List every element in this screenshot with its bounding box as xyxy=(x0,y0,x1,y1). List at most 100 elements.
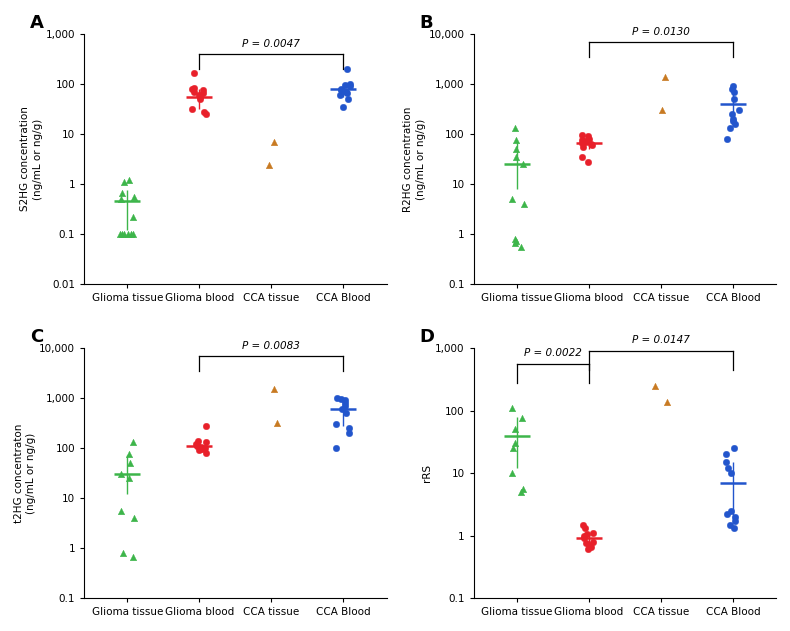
Point xyxy=(728,516,741,526)
Point xyxy=(270,418,283,428)
Point xyxy=(720,457,732,467)
Point xyxy=(727,114,739,124)
Text: P = 0.0083: P = 0.0083 xyxy=(243,341,300,351)
Point xyxy=(195,442,208,452)
Point xyxy=(343,423,356,433)
Point xyxy=(578,531,591,541)
Y-axis label: rRS: rRS xyxy=(422,464,432,482)
Point xyxy=(195,444,208,454)
Point xyxy=(510,135,522,145)
Point xyxy=(337,102,349,112)
Point xyxy=(583,540,596,550)
Point xyxy=(722,463,735,473)
Point xyxy=(579,524,592,534)
Point xyxy=(721,134,734,144)
Point xyxy=(340,87,352,97)
Point xyxy=(116,229,129,239)
Point xyxy=(200,437,213,447)
Point xyxy=(193,90,205,100)
Point xyxy=(720,449,732,459)
Point xyxy=(339,396,352,406)
Point xyxy=(732,105,745,115)
Point xyxy=(192,445,205,456)
Point xyxy=(335,85,348,95)
Text: D: D xyxy=(419,327,434,346)
Point xyxy=(576,130,589,140)
Point xyxy=(335,84,348,94)
Point xyxy=(577,519,589,529)
Point xyxy=(587,528,600,538)
Text: C: C xyxy=(30,327,43,346)
Point xyxy=(515,487,528,497)
Point xyxy=(728,524,741,534)
Point xyxy=(728,443,740,453)
Point xyxy=(115,469,127,480)
Point xyxy=(334,90,347,100)
Y-axis label: S2HG concentration
(ng/mL or ng/g): S2HG concentration (ng/mL or ng/g) xyxy=(21,107,43,211)
Point xyxy=(334,394,347,404)
Point xyxy=(509,425,521,435)
Point xyxy=(126,212,139,222)
Point xyxy=(188,83,201,93)
Point xyxy=(506,443,519,453)
Point xyxy=(123,449,136,459)
Point xyxy=(582,156,595,167)
Point xyxy=(506,194,518,204)
Point xyxy=(118,177,130,187)
Point xyxy=(724,468,737,478)
Text: P = 0.0047: P = 0.0047 xyxy=(243,39,300,49)
Point xyxy=(724,123,736,133)
Point xyxy=(127,513,140,523)
Point xyxy=(578,136,591,146)
Point xyxy=(127,229,140,239)
Text: P = 0.0130: P = 0.0130 xyxy=(632,27,690,37)
Point xyxy=(122,175,135,185)
Point xyxy=(585,139,597,150)
Point xyxy=(331,393,344,403)
Point xyxy=(186,84,199,94)
Point xyxy=(198,107,211,117)
Point xyxy=(649,380,662,391)
Point xyxy=(339,398,352,408)
Point xyxy=(125,229,137,239)
Text: B: B xyxy=(419,14,433,32)
Point xyxy=(190,441,203,451)
Y-axis label: t2HG concentraton
(ng/mL or ng/g): t2HG concentraton (ng/mL or ng/g) xyxy=(14,423,36,523)
Point xyxy=(506,468,519,478)
Point xyxy=(517,159,530,169)
Point xyxy=(576,152,589,162)
Point xyxy=(509,123,521,133)
Point xyxy=(656,105,668,115)
Point xyxy=(517,199,530,209)
Point xyxy=(186,103,198,114)
Point xyxy=(330,419,343,429)
Point xyxy=(330,443,343,453)
Point xyxy=(336,404,348,415)
Point xyxy=(726,109,739,119)
Point xyxy=(343,428,356,438)
Point xyxy=(724,505,737,516)
Point xyxy=(344,81,356,91)
Point xyxy=(115,194,127,204)
Text: P = 0.0022: P = 0.0022 xyxy=(524,348,581,358)
Point xyxy=(586,536,599,546)
Point xyxy=(515,242,528,252)
Point xyxy=(516,413,529,423)
Y-axis label: R2HG concentration
(ng/mL or ng/g): R2HG concentration (ng/mL or ng/g) xyxy=(404,107,426,212)
Point xyxy=(116,188,129,198)
Point xyxy=(728,94,741,104)
Point xyxy=(268,137,280,147)
Point xyxy=(192,436,205,446)
Point xyxy=(586,140,599,150)
Point xyxy=(509,234,521,244)
Point xyxy=(577,533,590,543)
Point xyxy=(724,519,736,529)
Point xyxy=(194,92,206,102)
Point xyxy=(728,87,741,97)
Point xyxy=(341,64,354,74)
Point xyxy=(581,131,594,141)
Text: A: A xyxy=(30,14,43,32)
Point xyxy=(720,509,733,519)
Point xyxy=(199,421,212,431)
Point xyxy=(114,229,126,239)
